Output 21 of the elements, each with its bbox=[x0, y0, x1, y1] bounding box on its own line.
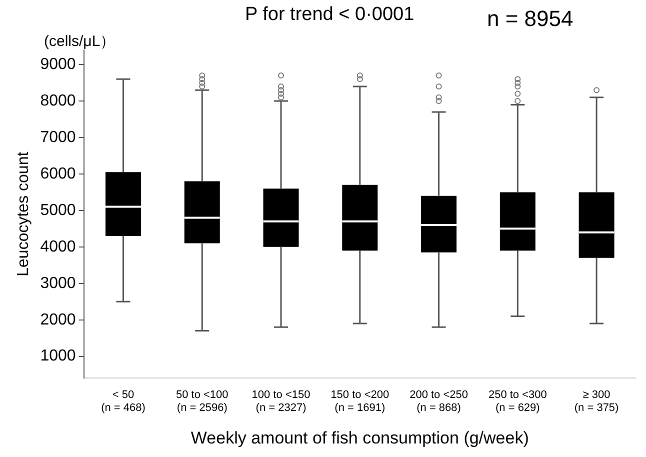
y-tick-label: 6000 bbox=[40, 165, 76, 182]
x-tick-label: 100 to <150 (n = 2327) bbox=[252, 388, 310, 414]
y-tick-label: 9000 bbox=[40, 56, 76, 73]
text: n = 8954 bbox=[487, 6, 574, 32]
y-tick-label: 1000 bbox=[40, 348, 76, 365]
y-axis-title: Leucocytes count bbox=[15, 151, 32, 276]
y-tick-label: 2000 bbox=[40, 311, 76, 328]
x-tick-label: 250 to <300 (n = 629) bbox=[488, 388, 547, 414]
x-tick-label: 150 to <200 (n = 1691) bbox=[330, 388, 390, 414]
y-tick-label: 5000 bbox=[40, 202, 76, 219]
y-tick-label: 4000 bbox=[40, 238, 76, 256]
x-tick-label: < 50 (n = 468) bbox=[101, 388, 146, 414]
x-tick-label: ≥ 300 (n = 375) bbox=[574, 388, 619, 414]
x-tick-label: 200 to <250 (n = 868) bbox=[410, 388, 468, 414]
y-tick-label: 7000 bbox=[40, 128, 76, 146]
x-tick-label: 50 to <100 (n = 2596) bbox=[176, 388, 228, 414]
y-tick-label: 8000 bbox=[40, 92, 76, 110]
annotation: (cells/μL） bbox=[44, 32, 116, 51]
y-tick-label: 3000 bbox=[40, 274, 76, 292]
text: P for trend < 0·0001 bbox=[245, 4, 414, 26]
x-axis-title: Weekly amount of fish consumption (g/week) bbox=[190, 428, 529, 448]
